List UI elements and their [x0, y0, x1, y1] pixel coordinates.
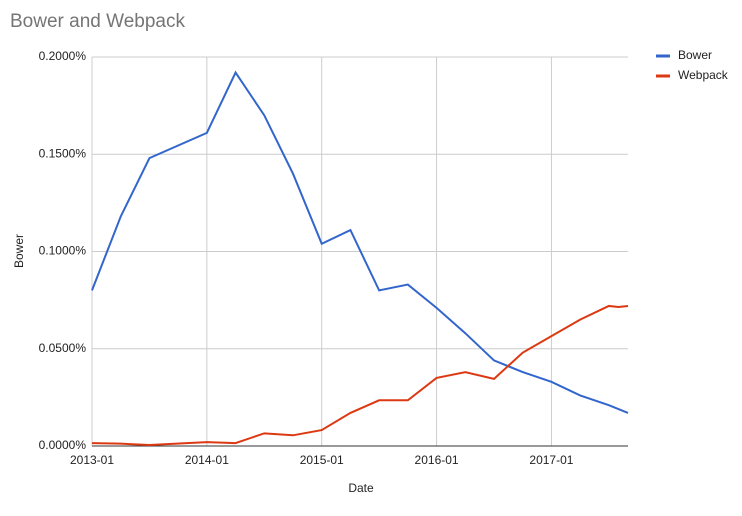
x-tick-label: 2014-01 — [185, 453, 229, 467]
y-tick-label: 0.0500% — [39, 341, 87, 355]
line-series — [91, 304, 629, 447]
y-tick-label: 0.0000% — [39, 438, 87, 452]
legend-label: Webpack — [678, 68, 729, 82]
x-tick-label: 2017-01 — [529, 453, 573, 467]
x-axis-label: Date — [348, 481, 374, 495]
legend-label: Bower — [678, 48, 712, 62]
chart-title: Bower and Webpack — [10, 11, 185, 32]
line-series — [91, 70, 629, 414]
y-tick-label: 0.1000% — [39, 244, 87, 258]
x-tick-label: 2015-01 — [300, 453, 344, 467]
y-tick-label: 0.2000% — [39, 49, 87, 63]
y-tick-label: 0.1500% — [39, 146, 87, 160]
x-tick-label: 2013-01 — [70, 453, 114, 467]
x-tick-label: 2016-01 — [415, 453, 459, 467]
y-axis-label: Bower — [12, 234, 26, 268]
